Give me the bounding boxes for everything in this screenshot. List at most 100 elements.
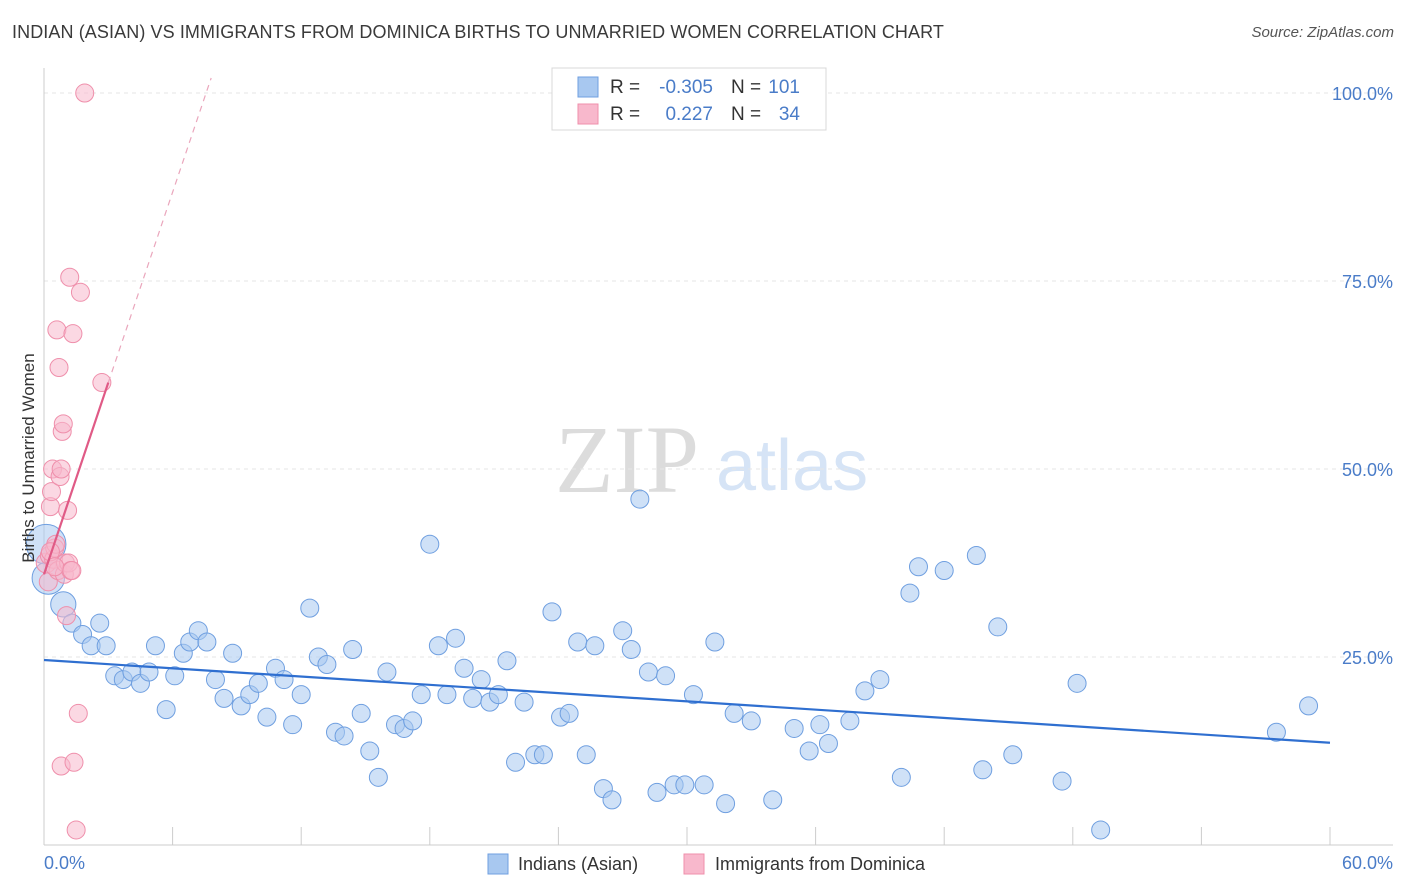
- indian-point-64: [585, 636, 605, 656]
- indian-point-30: [291, 685, 311, 705]
- indian-point-28: [274, 670, 294, 690]
- indian-point-22: [223, 643, 243, 663]
- indian-point-70: [638, 662, 658, 682]
- dominica-point-21: [60, 267, 80, 287]
- bottom-legend-swatch-dominica: [683, 853, 705, 875]
- indian-point-54: [497, 651, 517, 671]
- indian-point-71: [647, 782, 667, 802]
- indian-point-45: [420, 534, 440, 554]
- indian-point-85: [818, 733, 838, 753]
- indian-point-78: [716, 794, 736, 814]
- dominica-point-13: [51, 459, 71, 479]
- indian-point-44: [411, 685, 431, 705]
- grid: [44, 92, 1393, 658]
- indian-point-66: [602, 790, 622, 810]
- legend-r-label-1: R =: [610, 77, 640, 98]
- watermark-atlas: atlas: [716, 426, 868, 506]
- tick-labels: 25.0% 50.0% 75.0% 100.0%: [1332, 84, 1393, 668]
- series-indians-asian: [25, 489, 1319, 840]
- indian-point-58: [533, 745, 553, 765]
- dominica-point-25: [64, 752, 84, 772]
- axes: [43, 68, 1393, 846]
- indian-point-94: [973, 760, 993, 780]
- dominica-point-15: [53, 414, 73, 434]
- indian-point-40: [377, 662, 397, 682]
- y-tick-label-1: 50.0%: [1342, 460, 1393, 480]
- bottom-legend: Indians (Asian) Immigrants from Dominica: [487, 853, 926, 875]
- bottom-legend-swatch-indians: [487, 853, 509, 875]
- indian-point-13: [145, 636, 165, 656]
- indian-point-47: [437, 685, 457, 705]
- indian-point-87: [855, 681, 875, 701]
- indian-point-29: [283, 715, 303, 735]
- watermark: ZIP atlas: [555, 406, 868, 513]
- indian-point-35: [334, 726, 354, 746]
- trend-line-indians: [43, 658, 1331, 744]
- indian-point-43: [403, 711, 423, 731]
- indian-point-96: [1003, 745, 1023, 765]
- legend-n-label-2: N =: [731, 104, 761, 125]
- indian-point-95: [988, 617, 1008, 637]
- dominica-point-29: [75, 83, 95, 103]
- indian-point-39: [368, 767, 388, 787]
- legend-swatch-dominica: [577, 103, 599, 125]
- indian-point-19: [197, 632, 217, 652]
- indian-point-99: [1091, 820, 1111, 840]
- indian-point-37: [351, 703, 371, 723]
- indian-point-33: [317, 655, 337, 675]
- indian-point-81: [763, 790, 783, 810]
- indian-point-75: [683, 685, 703, 705]
- indian-point-93: [966, 545, 986, 565]
- legend-r-value-1: -0.305: [659, 77, 713, 98]
- y-tick-label-3: 100.0%: [1332, 84, 1393, 104]
- dominica-point-4: [42, 482, 62, 502]
- indian-point-15: [165, 666, 185, 686]
- indian-point-7: [96, 636, 116, 656]
- indian-point-51: [471, 670, 491, 690]
- dominica-point-9: [47, 320, 67, 340]
- indian-point-88: [870, 670, 890, 690]
- dominica-point-23: [63, 324, 83, 344]
- chart-title: INDIAN (ASIAN) VS IMMIGRANTS FROM DOMINI…: [12, 22, 944, 42]
- legend-r-label-2: R =: [610, 104, 640, 125]
- trend-line-dominica: [42, 382, 110, 575]
- indian-point-101: [1299, 696, 1319, 716]
- dominica-point-27: [68, 703, 88, 723]
- indian-point-21: [214, 688, 234, 708]
- indian-point-67: [613, 621, 633, 641]
- dominica-point-33: [62, 561, 82, 581]
- watermark-zip: ZIP: [555, 406, 699, 513]
- trend-line-dominica-extension: [107, 77, 212, 383]
- indian-point-68: [621, 639, 641, 659]
- legend-n-value-1: 101: [768, 77, 800, 98]
- indian-point-20: [205, 670, 225, 690]
- dominica-point-11: [49, 358, 69, 378]
- indian-point-48: [446, 628, 466, 648]
- dominica-point-18: [57, 606, 77, 626]
- indian-point-89: [891, 767, 911, 787]
- indian-point-14: [156, 700, 176, 720]
- x-tick-min: 0.0%: [44, 853, 85, 873]
- legend-n-label-1: N =: [731, 77, 761, 98]
- indian-point-91: [908, 557, 928, 577]
- indian-point-80: [741, 711, 761, 731]
- indian-point-77: [705, 632, 725, 652]
- y-axis-label: Births to Unmarried Women: [19, 353, 38, 562]
- indian-point-79: [724, 703, 744, 723]
- indian-point-25: [248, 673, 268, 693]
- indian-point-31: [300, 598, 320, 618]
- indian-point-46: [428, 636, 448, 656]
- legend-n-value-2: 34: [779, 104, 801, 125]
- indian-point-55: [506, 752, 526, 772]
- indian-point-61: [559, 703, 579, 723]
- y-tick-label-2: 75.0%: [1342, 272, 1393, 292]
- indian-point-83: [799, 741, 819, 761]
- indian-point-72: [656, 666, 676, 686]
- indian-point-59: [542, 602, 562, 622]
- indian-point-26: [257, 707, 277, 727]
- series-immigrants-dominica: [35, 83, 112, 840]
- indian-point-82: [784, 718, 804, 738]
- indian-point-6: [90, 613, 110, 633]
- indian-point-84: [810, 715, 830, 735]
- dominica-point-28: [70, 282, 90, 302]
